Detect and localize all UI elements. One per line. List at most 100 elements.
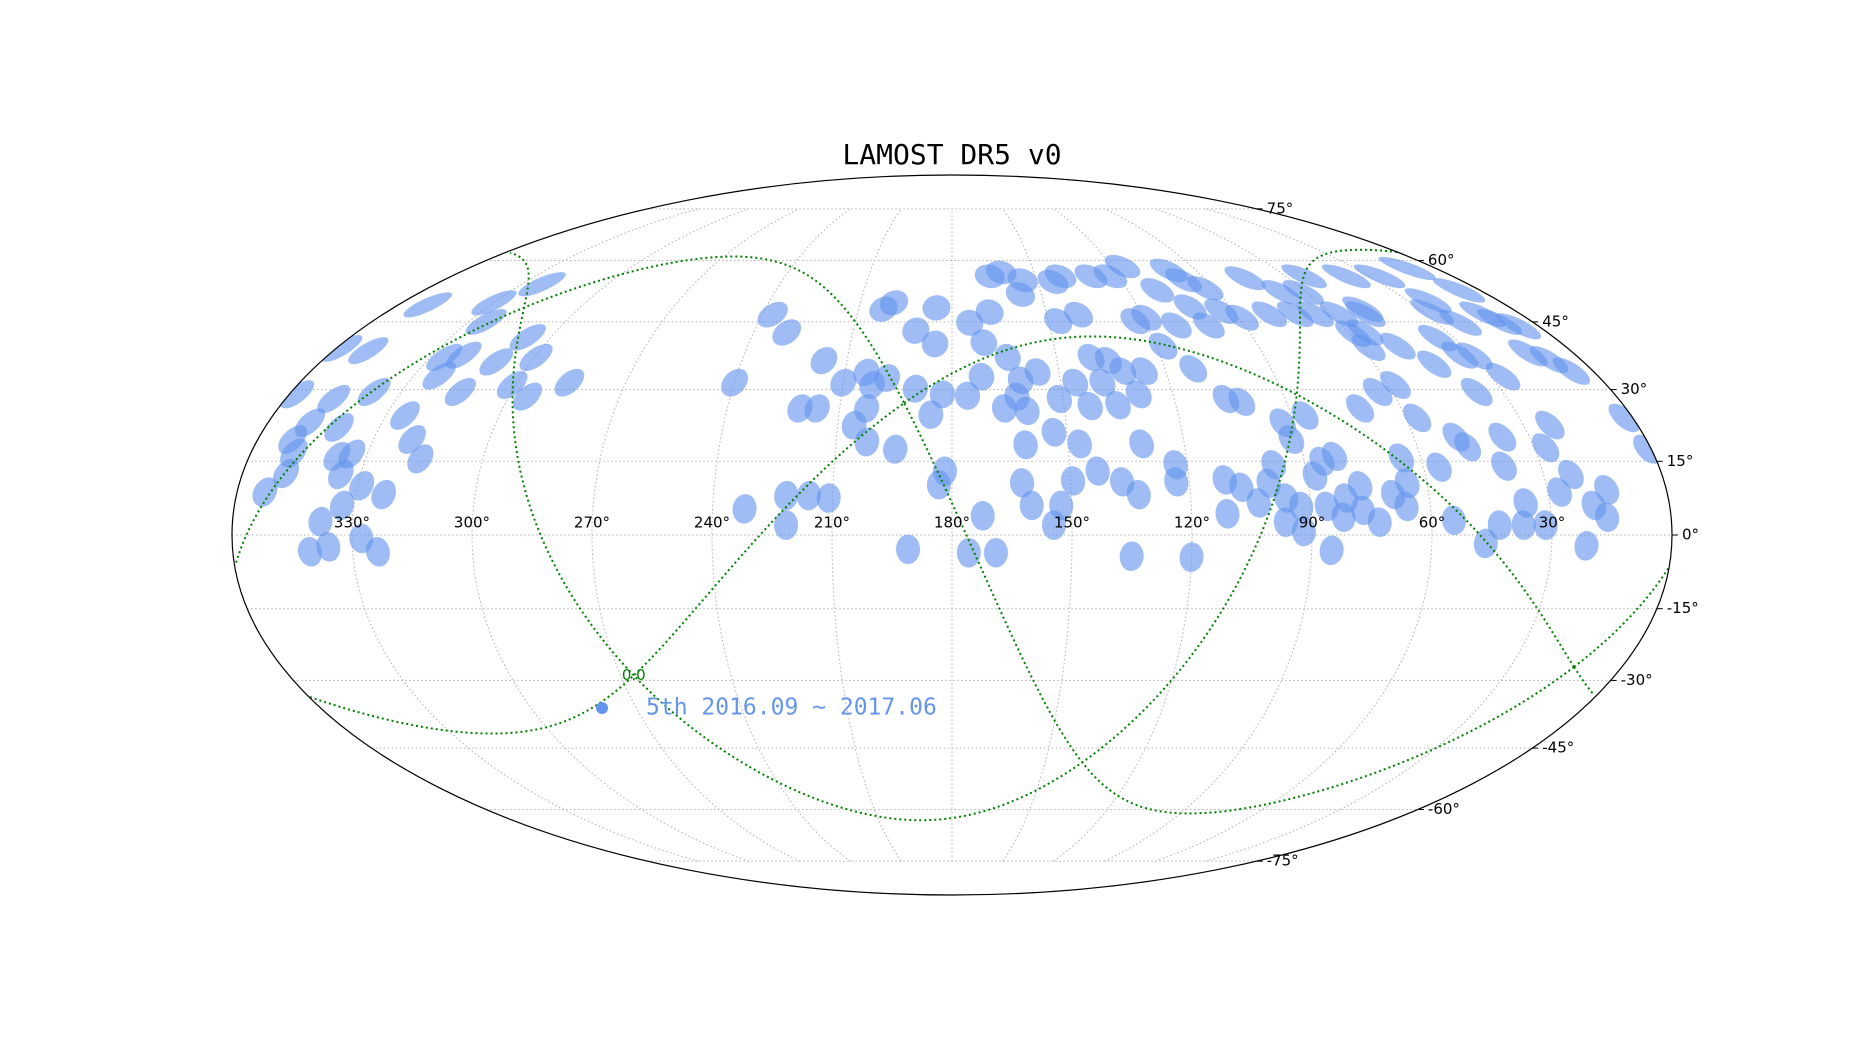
plate [1282,280,1325,305]
x-tick-label: 270° [574,514,610,532]
plate [390,401,420,430]
plate [968,362,995,391]
plate [1130,357,1158,385]
plate [1129,429,1155,459]
grid-line [591,208,800,862]
plate [297,536,322,567]
plate [357,377,391,407]
y-tick-label: 75° [1267,199,1294,217]
plate [1353,264,1406,289]
plate [422,361,457,390]
plate [1077,391,1103,421]
plate [921,330,949,358]
plate [1367,507,1392,537]
legend-label: 5th 2016.09 ~ 2017.06 [646,695,937,721]
plate [830,368,857,397]
plate [1426,452,1452,482]
plate [1276,301,1314,328]
plate [1417,350,1452,378]
plate [1089,368,1116,397]
plate [320,334,363,362]
plate [879,290,909,316]
plate [329,490,355,521]
plate [1224,266,1266,291]
plate [1346,394,1375,423]
plate [1410,299,1455,325]
plate [1513,488,1538,518]
plate [956,309,984,336]
galactic-grid [235,248,1671,822]
plate [970,500,995,531]
y-tick-label: -60° [1428,800,1460,818]
plate [252,477,278,507]
grid-line [1002,208,1073,862]
x-tick-label: 150° [1054,514,1090,532]
plate [1380,332,1416,360]
legend-marker [596,702,608,714]
y-tick-label: 30° [1621,380,1648,398]
plate [317,384,351,414]
x-tick-label: 60° [1419,514,1446,532]
plate [444,377,476,407]
plate [1388,443,1415,473]
plate [465,309,507,335]
plate [1319,535,1344,566]
plate [772,319,802,346]
plate [854,427,880,457]
plate [1251,301,1288,328]
plate [1215,499,1240,529]
plate [922,295,951,321]
plate [1574,531,1599,561]
plate [1007,268,1038,293]
plate [308,506,333,537]
plate [1085,456,1110,486]
plate [1229,472,1254,502]
plate [496,371,528,399]
plate [1347,471,1373,501]
x-tick-label: 210° [814,514,850,532]
x-tick-label: 300° [454,514,490,532]
plate [956,537,981,568]
plate [512,382,543,411]
plate [509,324,546,351]
y-tick-label: -15° [1667,599,1699,617]
plate [1291,401,1319,430]
plate [1063,301,1093,328]
plates [252,254,1662,572]
plate [278,425,308,455]
x-tick-label: 90° [1299,514,1326,532]
plate [1432,278,1486,303]
plate [1485,362,1521,391]
plate [365,536,390,567]
plate [1109,357,1137,385]
plate [1009,468,1035,498]
plate [407,444,434,474]
labels: -75° -60° -45° -30° -15° 0° 15° 30° 45° 60° 75° 330… [334,199,1699,869]
grid-line [1154,208,1433,862]
plate [902,374,929,403]
plate [1552,357,1591,385]
plate [883,434,908,464]
y-tick-label: -30° [1621,671,1653,689]
plate [721,368,749,397]
plate [1335,320,1372,347]
plate [1533,510,1558,540]
plate [816,483,841,513]
plate [774,510,799,540]
plate [371,479,396,510]
plate [859,371,885,399]
plate [1491,451,1517,481]
plate [1067,429,1092,459]
plate [796,480,821,511]
plate [518,272,566,297]
plate [1291,516,1316,547]
plate [774,480,799,511]
y-tick-label: 60° [1428,251,1455,269]
plate [854,394,880,423]
plate [929,380,956,409]
plate [1362,377,1393,407]
plate [1273,507,1298,537]
plate [810,346,838,375]
plate [732,494,757,524]
